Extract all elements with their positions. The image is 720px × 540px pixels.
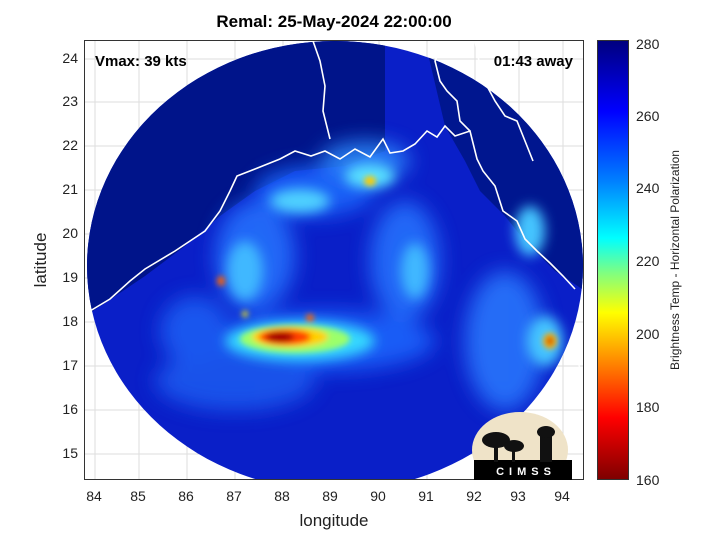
colorbar-tick: 220 — [636, 253, 660, 269]
colorbar-tick: 240 — [636, 180, 660, 196]
colorbar-tick: 180 — [636, 399, 660, 415]
y-tick: 22 — [62, 137, 78, 153]
coastline-east — [574, 340, 581, 402]
vmax-label: Vmax: 39 kts — [95, 53, 187, 70]
colorbar-tick: 260 — [636, 108, 660, 124]
y-tick: 18 — [62, 313, 78, 329]
x-tick: 84 — [86, 488, 102, 504]
colorbar — [597, 40, 629, 480]
plot-title: Remal: 25-May-2024 22:00:00 — [216, 12, 452, 31]
x-axis-label: longitude — [299, 511, 369, 530]
coastline-north — [312, 41, 331, 140]
y-tick: 15 — [62, 445, 78, 461]
colorbar-label: Brightness Temp - Horizontal Polarizatio… — [668, 150, 682, 370]
y-tick: 21 — [62, 181, 78, 197]
x-tick: 89 — [322, 488, 338, 504]
x-tick: 85 — [130, 488, 146, 504]
brightness-temperature-map — [85, 41, 583, 479]
y-tick: 16 — [62, 401, 78, 417]
colorbar-tick: 200 — [636, 326, 660, 342]
x-tick: 94 — [554, 488, 570, 504]
x-tick: 90 — [370, 488, 386, 504]
x-tick: 91 — [418, 488, 434, 504]
y-axis-label: latitude — [31, 232, 50, 288]
time-away-label: 01:43 away — [493, 53, 573, 70]
colorbar-tick: 280 — [636, 36, 660, 52]
x-tick: 92 — [466, 488, 482, 504]
colorbar-tick: 160 — [636, 472, 660, 488]
coastline — [85, 41, 576, 315]
y-tick: 20 — [62, 225, 78, 241]
y-tick: 17 — [62, 357, 78, 373]
x-tick: 87 — [226, 488, 242, 504]
y-tick: 19 — [62, 269, 78, 285]
y-tick: 24 — [62, 50, 78, 66]
x-tick: 93 — [510, 488, 526, 504]
y-tick: 23 — [62, 93, 78, 109]
x-tick: 88 — [274, 488, 290, 504]
x-tick: 86 — [178, 488, 194, 504]
map-plot-area[interactable]: Vmax: 39 kts 01:43 away — [84, 40, 584, 480]
cimss-logo — [472, 412, 572, 480]
cimss-logo-text: CIMSS — [496, 466, 556, 478]
